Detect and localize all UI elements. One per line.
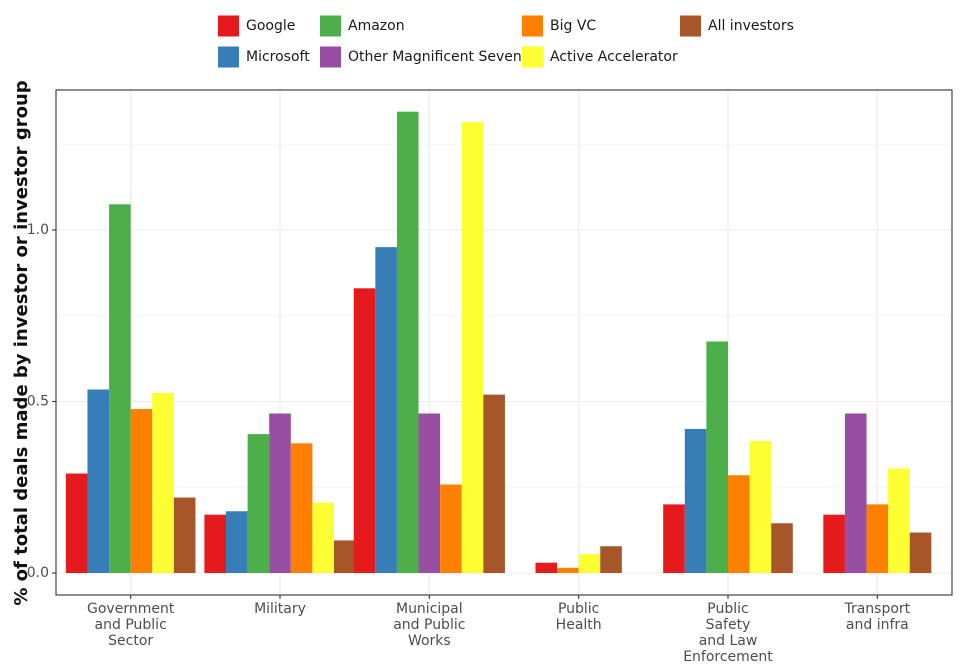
bar-other-magnificent-seven-5 — [844, 413, 867, 573]
x-tick-label: Government and Public Sector — [87, 601, 175, 649]
bar-amazon-2 — [396, 111, 419, 574]
bar-amazon-0 — [109, 204, 131, 573]
legend-swatch — [522, 15, 543, 37]
y-axis: 0.0 0.5 1.0 — [27, 222, 56, 581]
bar-microsoft-2 — [375, 247, 397, 573]
bar-google-3 — [535, 562, 558, 573]
bar-big-vc-4 — [728, 475, 750, 573]
y-tick-label: 1.0 — [27, 222, 49, 238]
bar-amazon-4 — [706, 341, 728, 573]
x-tick-label: Public Safety and Law Enforcement — [683, 601, 773, 665]
y-tick-label: 0.0 — [27, 565, 49, 581]
legend-label: Google — [246, 18, 295, 34]
panel-border — [55, 89, 953, 596]
legend-item-active-accelerator: Active Accelerator — [522, 46, 678, 68]
bar-amazon-1 — [247, 434, 270, 573]
bar-active-accelerator-0 — [152, 392, 174, 573]
bar-active-accelerator-1 — [312, 502, 334, 573]
bar-google-5 — [823, 514, 845, 573]
legend-swatch — [680, 15, 701, 37]
bar-all-investors-0 — [173, 497, 196, 573]
legend-item-other-magnificent-seven: Other Magnificent Seven — [320, 46, 522, 68]
legend-label: Active Accelerator — [550, 49, 678, 65]
bar-google-2 — [353, 288, 376, 573]
bar-big-vc-3 — [557, 567, 579, 573]
legend-swatch — [320, 46, 341, 68]
legend-item-microsoft: Microsoft — [218, 46, 310, 68]
legend-swatch — [218, 15, 239, 37]
bar-active-accelerator-4 — [749, 440, 772, 573]
x-tick-label: Military — [254, 601, 306, 617]
bar-big-vc-1 — [290, 443, 313, 573]
legend-label: Amazon — [348, 18, 405, 34]
bar-all-investors-1 — [334, 540, 356, 573]
bar-google-1 — [204, 514, 226, 573]
bar-google-4 — [663, 504, 685, 573]
x-axis: Government and Public Sector Military Munici… — [87, 595, 911, 665]
x-tick-label: Transport and infra — [843, 601, 910, 633]
bar-all-investors-5 — [909, 532, 932, 573]
legend-label: All investors — [708, 18, 794, 34]
bar-google-0 — [65, 473, 88, 573]
bar-other-magnificent-seven-2 — [418, 413, 441, 573]
bar-microsoft-4 — [684, 428, 707, 573]
legend-swatch — [218, 46, 239, 68]
bar-active-accelerator-5 — [888, 468, 910, 573]
legend-label: Big VC — [550, 18, 596, 34]
legend-swatch — [522, 46, 543, 68]
x-tick-label: Municipal and Public Works — [393, 601, 465, 649]
x-tick-label: Public Health — [556, 601, 602, 633]
y-axis-label: % of total deals made by investor or inv… — [11, 80, 32, 605]
bar-all-investors-3 — [600, 546, 622, 573]
legend-label: Microsoft — [246, 49, 310, 65]
bar-big-vc-0 — [130, 409, 153, 573]
bar-active-accelerator-2 — [461, 121, 484, 574]
bar-big-vc-5 — [866, 504, 889, 573]
legend-item-amazon: Amazon — [320, 15, 405, 37]
bar-microsoft-1 — [226, 511, 248, 573]
bar-microsoft-0 — [87, 389, 110, 573]
bar-active-accelerator-3 — [578, 554, 601, 573]
legend-item-big-vc: Big VC — [522, 15, 596, 37]
bar-all-investors-4 — [771, 523, 793, 573]
bar-big-vc-2 — [440, 484, 462, 573]
plot-area — [55, 89, 953, 596]
legend-item-all-investors: All investors — [680, 15, 794, 37]
y-tick-label: 0.5 — [27, 394, 49, 410]
legend-swatch — [320, 15, 341, 37]
bar-other-magnificent-seven-1 — [269, 413, 291, 573]
legend-item-google: Google — [218, 15, 295, 37]
legend-label: Other Magnificent Seven — [348, 49, 522, 65]
legend: Google Amazon Big VC All investors Microsoft… — [218, 15, 794, 68]
bar-all-investors-2 — [483, 394, 505, 573]
